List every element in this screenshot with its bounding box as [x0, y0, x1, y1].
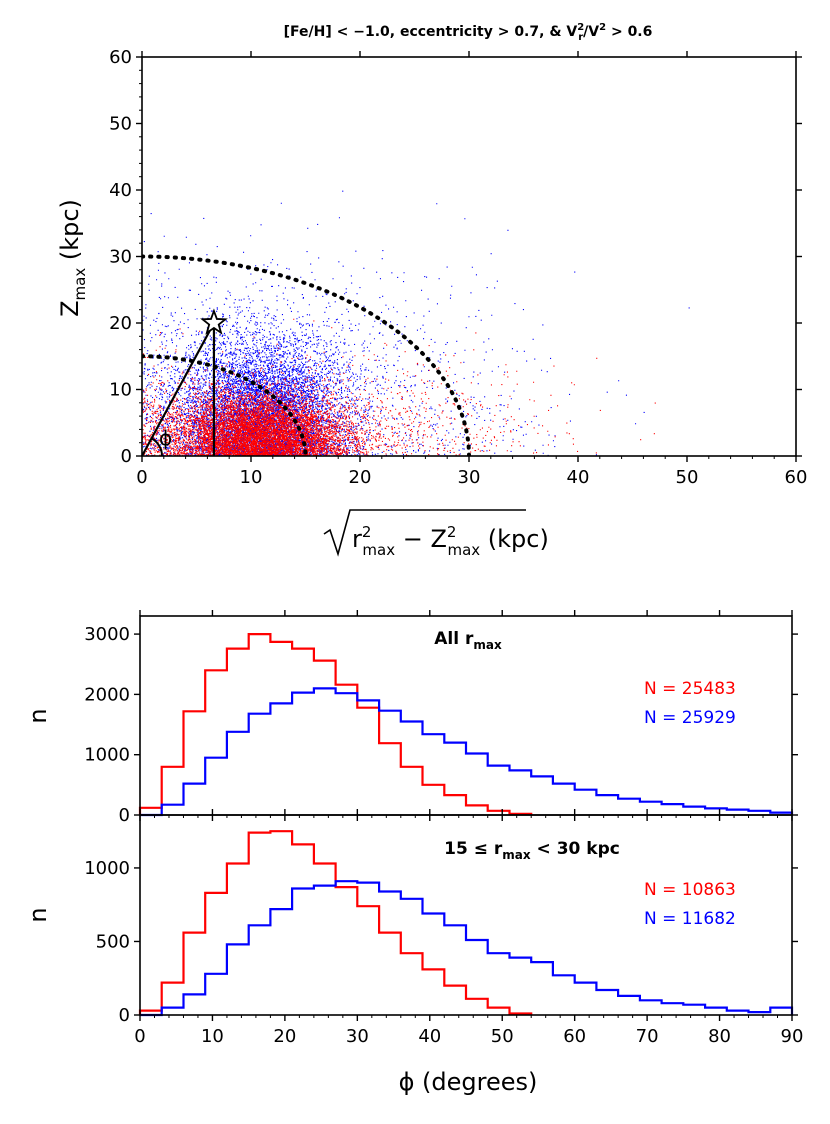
scatter-xtick-label: 30 [458, 467, 481, 488]
scatter-y-label: Zmax (kpc) [56, 199, 89, 317]
hist2-legend-red: N = 10863 [644, 880, 736, 900]
scatter-ytick-label: 50 [109, 114, 132, 135]
hist1-legend-blue: N = 25929 [644, 708, 736, 728]
hist-xtick-label: 20 [273, 1026, 296, 1047]
phi-angle-label: ϕ [159, 426, 172, 450]
scatter-points [142, 190, 690, 456]
scatter-panel: [Fe/H] < −1.0, eccentricity > 0.7, & V2 r… [56, 22, 807, 559]
hist-ytick-label: 0 [119, 805, 130, 826]
histogram-all-rmax: 0 1000 2000 3000 All rmax N = 25483 N = 259… [24, 610, 798, 826]
phi-radial-line [141, 322, 215, 457]
hist1-label: All rmax [434, 629, 502, 652]
hist-ytick-label: 1000 [84, 745, 130, 766]
scatter-y-ticks: 0 10 20 30 40 50 60 [109, 47, 802, 467]
hist2-legend-blue: N = 11682 [644, 909, 736, 929]
hist2-frame [139, 814, 793, 1016]
hist-ytick-label: 500 [96, 931, 130, 952]
hist-ytick-label: 3000 [84, 624, 130, 645]
arc-15-kpc [142, 354, 308, 456]
hist-xtick-label: 60 [563, 1026, 586, 1047]
hist-xtick-label: 40 [418, 1026, 441, 1047]
hist-ytick-label: 2000 [84, 684, 130, 705]
scatter-plot-area [142, 190, 690, 456]
scatter-series-red [142, 318, 656, 456]
hist-xtick-label: 50 [491, 1026, 514, 1047]
scatter-xtick-label: 60 [785, 467, 808, 488]
scatter-xtick-label: 40 [567, 467, 590, 488]
hist2-blue-steps [140, 880, 794, 1017]
scatter-ytick-label: 30 [109, 247, 132, 268]
hist2-ticks: 0 500 1000 0 10 20 30 40 50 60 70 80 90 [84, 809, 803, 1047]
hist-ytick-label: 1000 [84, 858, 130, 879]
scatter-ytick-label: 40 [109, 180, 132, 201]
histogram-rmax-15-30: 0 500 1000 0 10 20 30 40 50 60 70 80 90 15 ≤ rmax < … [24, 809, 803, 1096]
hist2-red-steps [138, 830, 533, 1015]
arc-30-kpc [142, 254, 471, 456]
scatter-xtick-label: 50 [676, 467, 699, 488]
scatter-xtick-label: 20 [349, 467, 372, 488]
hist-xtick-label: 30 [346, 1026, 369, 1047]
hist1-legend-red: N = 25483 [644, 679, 736, 699]
scatter-title: [Fe/H] < −1.0, eccentricity > 0.7, & V2 r… [284, 22, 653, 43]
scatter-series-blue [142, 190, 690, 456]
scatter-x-label: r2 max − Z2 max (kpc) [352, 523, 549, 559]
scatter-ytick-label: 60 [109, 47, 132, 68]
hist1-ticks: 0 1000 2000 3000 [84, 610, 798, 826]
hist-xtick-label: 10 [201, 1026, 224, 1047]
sqrt-symbol-icon [323, 509, 526, 557]
scatter-ytick-label: 20 [109, 313, 132, 334]
hist-xtick-label: 80 [708, 1026, 731, 1047]
hist1-blue-steps [140, 687, 794, 817]
hist1-red-steps [138, 633, 533, 815]
hist2-label: 15 ≤ rmax < 30 kpc [444, 839, 620, 862]
scatter-ytick-label: 0 [121, 446, 132, 467]
hist-xtick-label: 90 [781, 1026, 804, 1047]
hist-xtick-label: 70 [636, 1026, 659, 1047]
hist1-y-label: n [24, 708, 52, 723]
hist2-y-label: n [24, 907, 52, 922]
hist-x-label: ϕ (degrees) [399, 1068, 538, 1096]
scatter-xtick-label: 10 [240, 467, 263, 488]
hist-xtick-label: 0 [134, 1026, 145, 1047]
scatter-x-ticks: 0 10 20 30 40 50 60 [136, 51, 807, 488]
scatter-ytick-label: 10 [109, 380, 132, 401]
scatter-xtick-label: 0 [136, 467, 147, 488]
star-marker-icon [200, 308, 228, 335]
phi-angle-arc [150, 437, 163, 457]
hist-ytick-label: 0 [119, 1005, 130, 1026]
